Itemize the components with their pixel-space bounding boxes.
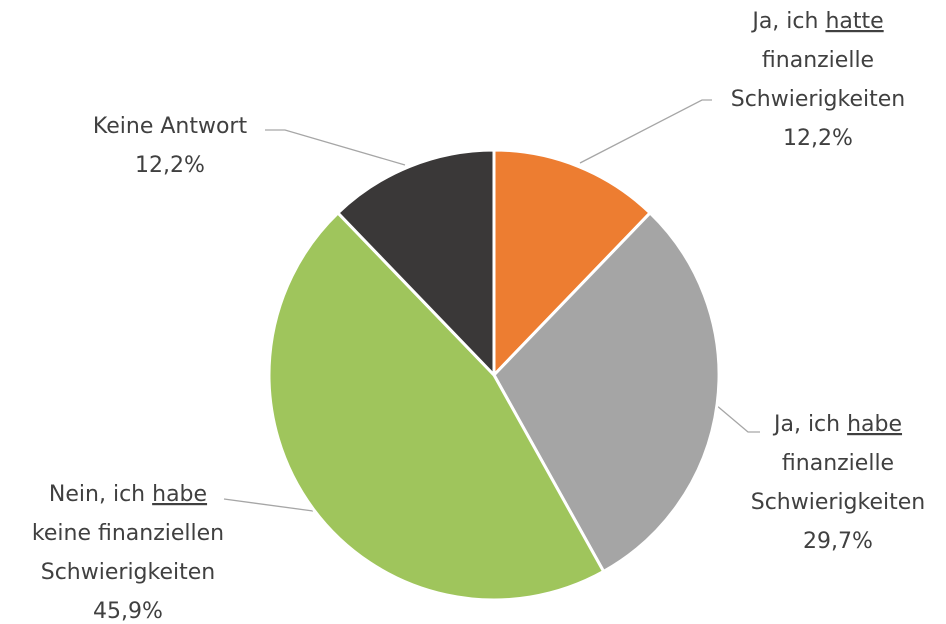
value-label: 45,9%: [93, 599, 163, 624]
slice-label: Ja, ich habe finanzielle Schwierigkeiten: [751, 412, 925, 515]
pie-slice: [492, 148, 653, 379]
value-label: 29,7%: [803, 529, 873, 554]
pie-slice: [335, 148, 496, 379]
leader-line: [265, 129, 406, 166]
pie-slice: [492, 210, 721, 574]
slice-label: Keine Antwort: [93, 114, 248, 139]
value-label: 12,2%: [135, 153, 205, 178]
leader-line: [579, 99, 712, 164]
leader-line: [715, 404, 760, 433]
leader-line: [223, 498, 314, 512]
slice-label: Nein, ich habe keine finanziellen Schwieri…: [32, 482, 224, 585]
value-label: 12,2%: [783, 126, 853, 151]
slice-label: Ja, ich hatte finanzielle Schwierigkeiten: [731, 9, 905, 112]
pie-slice: [267, 210, 606, 602]
